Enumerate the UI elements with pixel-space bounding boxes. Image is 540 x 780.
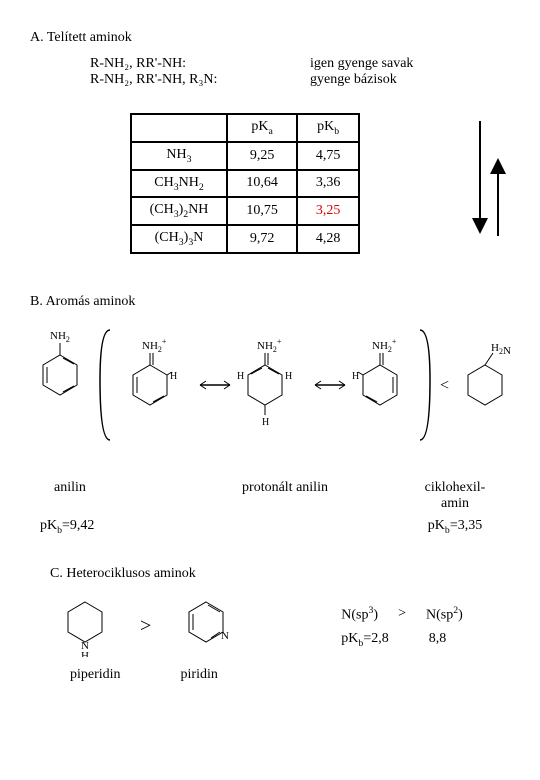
piperidin-structure: N H [60,597,110,657]
ciklohexil-label: ciklohexil- amin [410,480,500,512]
th-pka: pKa [227,114,297,142]
pkb-piperidin: pKb=2,8 [341,631,388,649]
protonalt-label: protonált anilin [100,480,410,512]
section-a-line2: R-NH₂, RR'-NH, R₃N: gyenge bázisok [90,72,510,88]
svg-text:H: H [285,371,292,382]
svg-text:H: H [237,371,244,382]
heterocyclic-row: N H > N N(sp3) > N(sp2) pKb=2,8 8,8 [60,597,510,657]
th-empty [131,114,228,142]
table-row: NH3 9,25 4,75 [131,142,360,170]
cell: (CH3)2NH [131,197,228,225]
sp-comparison: N(sp3) > N(sp2) pKb=2,8 8,8 [341,605,463,649]
cell: (CH3)3N [131,225,228,253]
cell: CH3NH2 [131,170,228,198]
table-row: (CH3)2NH 10,75 3,25 [131,197,360,225]
cell: 9,72 [227,225,297,253]
cell: 4,28 [297,225,360,253]
ciklohexil-pk: pKb=3,35 [410,518,500,536]
piridin-label: piridin [181,667,218,683]
piperidin-label: piperidin [70,667,121,683]
table-row: (CH3)3N 9,72 4,28 [131,225,360,253]
cell: 9,25 [227,142,297,170]
section-b-pk: pKb=9,42 pKb=3,35 [30,518,510,536]
anilin-pk: pKb=9,42 [40,518,120,536]
cell: NH3 [131,142,228,170]
table-row: CH3NH2 10,64 3,36 [131,170,360,198]
less-than-symbol: < [440,377,449,394]
table-container: pKa pKb NH3 9,25 4,75 CH3NH2 10,64 3,36 … [30,88,510,264]
gt2: > [398,606,406,622]
pk-table: pKa pKb NH3 9,25 4,75 CH3NH2 10,64 3,36 … [130,113,361,254]
anilin-label: anilin [40,480,100,512]
aromatic-diagram: NH2 NH2+ H NH2+ H H [30,320,510,480]
svg-text:H: H [81,650,89,657]
section-c-title: C. Heterociklusos aminok [50,566,510,582]
section-a-line1: R-NH₂, RR'-NH: igen gyenge savak [90,56,510,72]
cell-highlight: 3,25 [297,197,360,225]
section-b-labels: anilin protonált anilin ciklohexil- amin [30,480,510,512]
gt-symbol: > [140,615,151,638]
line2-lhs: R-NH₂, RR'-NH, R₃N: [90,72,310,88]
section-b-title: B. Aromás aminok [30,294,510,310]
svg-text:NH2+: NH2+ [142,337,167,354]
svg-text:NH2+: NH2+ [372,337,397,354]
section-a-title: A. Telített aminok [30,30,510,46]
svg-text:NH2: NH2 [50,330,70,344]
svg-text:NH2+: NH2+ [257,337,282,354]
table-arrows [470,111,510,241]
cell: 10,75 [227,197,297,225]
nsp3: N(sp3) [341,605,378,624]
het-labels: piperidin piridin [70,667,510,683]
table-header-row: pKa pKb [131,114,360,142]
piridin-structure: N [181,597,231,657]
th-pkb: pKb [297,114,360,142]
cell: 3,36 [297,170,360,198]
svg-text:N: N [221,630,229,642]
svg-text:H2N: H2N [491,342,511,357]
line1-rhs: igen gyenge savak [310,56,413,72]
pkb-piridin: 8,8 [429,631,447,649]
cell: 10,64 [227,170,297,198]
line1-lhs: R-NH₂, RR'-NH: [90,56,310,72]
nsp2: N(sp2) [426,605,463,624]
line2-rhs: gyenge bázisok [310,72,397,88]
cell: 4,75 [297,142,360,170]
resonance-svg: NH2 NH2+ H NH2+ H H [30,320,530,480]
svg-text:H: H [262,417,269,428]
